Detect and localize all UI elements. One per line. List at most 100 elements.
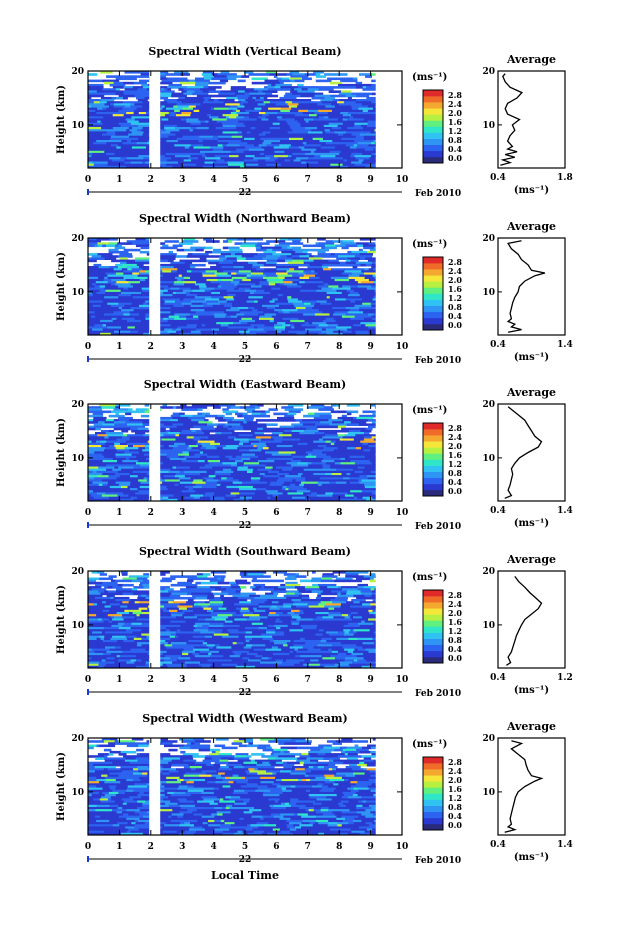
heatmap-cell xyxy=(259,281,269,284)
heatmap-cell xyxy=(139,583,143,587)
heatmap-cell xyxy=(346,129,364,132)
heatmap-cell xyxy=(279,270,287,273)
heatmap-cell xyxy=(290,144,305,147)
heatmap-cell xyxy=(171,157,180,160)
heatmap-cell xyxy=(141,83,149,87)
heatmap-cell xyxy=(305,451,323,454)
heatmap-cell xyxy=(346,498,350,502)
heatmap-cell xyxy=(88,464,96,467)
heatmap-cell xyxy=(130,427,138,431)
heatmap-cell xyxy=(306,640,321,643)
heatmap-cell xyxy=(184,81,196,85)
heatmap-cell xyxy=(177,99,193,102)
heatmap-cell xyxy=(228,633,244,637)
heatmap-cell xyxy=(189,453,195,457)
heatmap-cell xyxy=(102,473,116,476)
heatmap-cell xyxy=(266,419,284,422)
heatmap-cell xyxy=(266,631,276,634)
heatmap-cell xyxy=(214,315,226,319)
heatmap-cell xyxy=(281,161,285,165)
heatmap-cell xyxy=(230,657,243,660)
heatmap-cell xyxy=(183,88,201,91)
heatmap-cell xyxy=(230,300,247,304)
heatmap-cell xyxy=(88,642,96,645)
heatmap-cell xyxy=(88,272,95,276)
heatmap-cell xyxy=(207,659,217,662)
heatmap-cell xyxy=(139,614,150,617)
heatmap-cell xyxy=(220,90,230,93)
heatmap-cell xyxy=(259,152,265,156)
heatmap-cell xyxy=(301,481,319,485)
heatmap-cell xyxy=(316,627,333,630)
heatmap-cell xyxy=(213,640,223,643)
heatmap-cell xyxy=(276,479,293,482)
heatmap-cell xyxy=(127,410,142,414)
heatmap-cell xyxy=(205,246,213,250)
heatmap-cell xyxy=(120,605,128,609)
heatmap-cell xyxy=(126,165,134,169)
heatmap-cell xyxy=(369,468,375,472)
heatmap-cell xyxy=(361,447,376,450)
heatmap-cell xyxy=(186,311,196,314)
heatmap-cell xyxy=(327,159,344,162)
heatmap-cell xyxy=(184,146,190,149)
heatmap-cell xyxy=(209,319,227,323)
heatmap-cell xyxy=(269,146,275,149)
heatmap-cell xyxy=(251,283,256,286)
date-month-year: Feb 2010 xyxy=(415,522,461,532)
heatmap-cell xyxy=(265,274,278,278)
heatmap-cell xyxy=(195,596,208,600)
heatmap-cell xyxy=(113,165,127,169)
heatmap-cell xyxy=(222,468,232,472)
heatmap-cell xyxy=(166,607,180,611)
heatmap-cell xyxy=(210,603,224,606)
heatmap-cell xyxy=(368,242,376,245)
heatmap-cell xyxy=(291,255,300,258)
heatmap-cell xyxy=(304,146,322,149)
heatmap-cell xyxy=(211,607,219,611)
heatmap-cell xyxy=(265,92,273,96)
heatmap-cell xyxy=(337,594,354,598)
heatmap-cell xyxy=(169,596,186,600)
heatmap-cell xyxy=(237,414,243,418)
heatmap-cell xyxy=(227,427,245,431)
heatmap-cell xyxy=(223,101,228,104)
heatmap-cell xyxy=(234,324,251,327)
heatmap-cell xyxy=(323,107,341,111)
heatmap-cell xyxy=(97,646,106,649)
heatmap-cell xyxy=(362,86,367,89)
heatmap-cell xyxy=(194,116,210,119)
heatmap-cell xyxy=(240,571,258,574)
heatmap-cell xyxy=(307,140,320,143)
heatmap-cell xyxy=(155,614,172,617)
heatmap-cell xyxy=(367,122,376,126)
heatmap-cell xyxy=(190,152,206,156)
colorbar-swatch xyxy=(423,471,443,479)
average-y-tick-label: 20 xyxy=(482,67,495,77)
heatmap-cell xyxy=(347,622,359,626)
heatmap-cell xyxy=(109,266,119,269)
heatmap-cell xyxy=(323,447,328,450)
heatmap-cell xyxy=(221,631,230,634)
heatmap-cell xyxy=(318,408,334,411)
heatmap-cell xyxy=(261,449,275,452)
heatmap-cell xyxy=(240,118,258,121)
heatmap-cell xyxy=(331,644,342,647)
heatmap-cell xyxy=(91,648,97,652)
heatmap-cell xyxy=(254,307,268,310)
heatmap-cell xyxy=(216,483,221,487)
heatmap-cell xyxy=(199,135,214,139)
heatmap-cell xyxy=(238,122,245,126)
heatmap-cell xyxy=(341,455,351,459)
heatmap-cell xyxy=(195,620,205,624)
heatmap-cell xyxy=(238,635,246,639)
heatmap-cell xyxy=(177,498,184,502)
heatmap-cell xyxy=(353,659,358,662)
heatmap-cell xyxy=(177,279,182,282)
heatmap-cell xyxy=(358,300,372,304)
heatmap-cell xyxy=(126,442,137,446)
heatmap-cell xyxy=(170,313,175,316)
heatmap-cell xyxy=(176,659,188,662)
heatmap-cell xyxy=(196,163,207,167)
heatmap-cell xyxy=(242,412,248,416)
